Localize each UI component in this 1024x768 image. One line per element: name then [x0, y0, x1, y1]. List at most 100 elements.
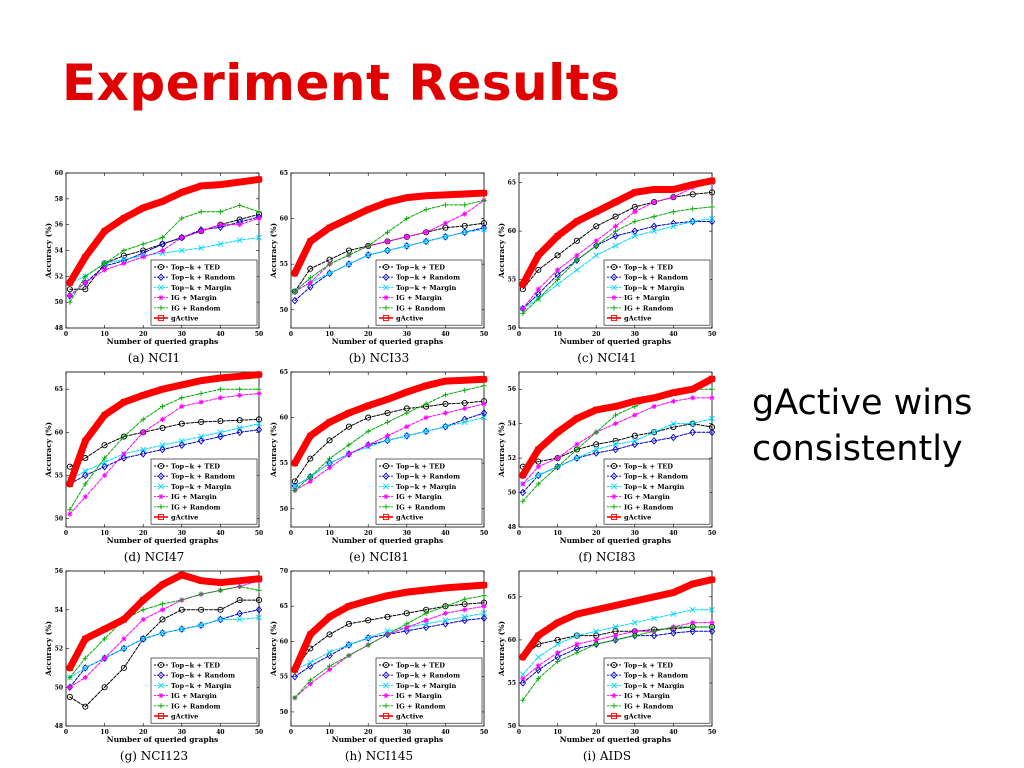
legend-label: IG + Random	[171, 304, 221, 312]
x-tick-label: 20	[364, 729, 372, 736]
data-point	[327, 465, 333, 471]
data-point	[612, 637, 619, 643]
data-point	[140, 429, 146, 435]
x-axis-label: Number of queried graphs	[332, 735, 444, 744]
data-point	[708, 576, 716, 583]
data-point	[307, 238, 314, 245]
y-tick-label: 48	[508, 524, 516, 531]
legend-label: Top−k + Random	[171, 473, 235, 481]
data-point	[256, 390, 262, 397]
legend-swatch-marker	[157, 273, 165, 282]
y-tick-label: 55	[508, 680, 516, 687]
x-tick-label: 10	[553, 331, 561, 338]
data-point	[236, 425, 243, 431]
data-point	[217, 579, 224, 586]
data-point	[690, 624, 696, 630]
x-tick-label: 0	[289, 729, 293, 736]
legend-swatch-marker	[610, 513, 618, 521]
chart-panel-nci41: 0 10 20 30 40 50 50 55 60 65 Number of queried gra…	[497, 165, 717, 370]
data-point	[307, 631, 314, 638]
legend: Top−k + TED Top−k + Random Top−k + Margin I…	[603, 259, 711, 326]
data-point	[82, 481, 88, 487]
chart-caption: (h) NCI145	[344, 749, 414, 763]
data-point	[307, 279, 313, 286]
data-point	[535, 296, 541, 302]
legend-label: Top−k + TED	[624, 662, 673, 670]
data-point	[365, 442, 371, 448]
data-point	[179, 395, 185, 401]
legend-swatch-marker	[157, 513, 165, 521]
data-point	[384, 409, 391, 417]
data-point	[291, 672, 299, 681]
data-point	[690, 620, 696, 626]
legend: Top−k + TED Top−k + Random Top−k + Margin I…	[150, 458, 258, 525]
data-point	[236, 237, 243, 244]
data-point	[612, 228, 619, 234]
data-point	[651, 429, 658, 436]
data-point	[159, 386, 166, 393]
data-point	[442, 233, 449, 241]
data-point	[442, 603, 448, 609]
data-point	[631, 398, 638, 405]
legend-box	[150, 458, 258, 525]
legend-label: IG + Random	[396, 304, 446, 312]
data-point	[365, 597, 372, 604]
x-tick-label: 20	[139, 729, 147, 736]
data-point	[256, 209, 262, 215]
data-point	[573, 455, 580, 462]
legend-label: Top−k + TED	[396, 463, 445, 471]
legend-swatch-marker	[157, 263, 165, 271]
data-point	[593, 449, 600, 457]
data-point	[709, 606, 715, 613]
data-point	[632, 628, 638, 634]
y-tick-label: 56	[55, 568, 63, 575]
legend-swatch-marker	[158, 483, 164, 490]
data-point	[307, 432, 314, 439]
data-point	[384, 437, 391, 444]
series-top-k-ted	[291, 398, 488, 485]
slide-title: Experiment Results	[62, 54, 621, 112]
legend-label: gActive	[624, 713, 651, 721]
legend-swatch-marker	[611, 295, 617, 301]
x-tick-label: 30	[403, 331, 411, 338]
data-point	[345, 603, 352, 610]
legend-swatch-marker	[157, 314, 165, 322]
legend-swatch-marker	[610, 472, 618, 481]
data-point	[307, 265, 314, 272]
legend-label: Top−k + Random	[396, 672, 460, 680]
legend-box	[375, 458, 483, 525]
data-point	[384, 229, 391, 235]
legend-swatch-marker	[610, 314, 618, 322]
data-point	[612, 636, 619, 644]
legend-label: Top−k + TED	[396, 662, 445, 670]
series-line	[69, 429, 260, 485]
data-point	[178, 441, 185, 449]
x-axis-label: Number of queried graphs	[107, 735, 219, 744]
data-point	[159, 403, 166, 410]
legend-swatch-marker	[610, 273, 618, 282]
data-point	[403, 432, 410, 440]
data-point	[423, 192, 430, 199]
data-point	[554, 281, 561, 288]
data-point	[217, 181, 224, 188]
data-point	[554, 636, 561, 643]
data-point	[593, 641, 599, 647]
x-tick-label: 40	[216, 729, 224, 736]
data-point	[255, 575, 263, 582]
data-point	[198, 591, 204, 597]
x-tick-label: 40	[216, 530, 224, 537]
legend-swatch-marker	[158, 305, 164, 311]
data-point	[442, 378, 449, 385]
legend-swatch-marker	[383, 284, 389, 291]
legend-swatch-marker	[611, 504, 617, 510]
data-point	[689, 386, 696, 393]
data-point	[442, 410, 448, 416]
legend-swatch-marker	[158, 504, 164, 510]
chart-panel-nci47: 0 10 20 30 40 50 50 55 60 65 Number of queried gra…	[44, 364, 264, 569]
legend-box	[375, 259, 483, 326]
x-tick-label: 50	[255, 729, 263, 736]
data-point	[689, 580, 696, 587]
data-point	[555, 650, 561, 656]
data-point	[689, 627, 696, 636]
data-point	[670, 433, 677, 442]
